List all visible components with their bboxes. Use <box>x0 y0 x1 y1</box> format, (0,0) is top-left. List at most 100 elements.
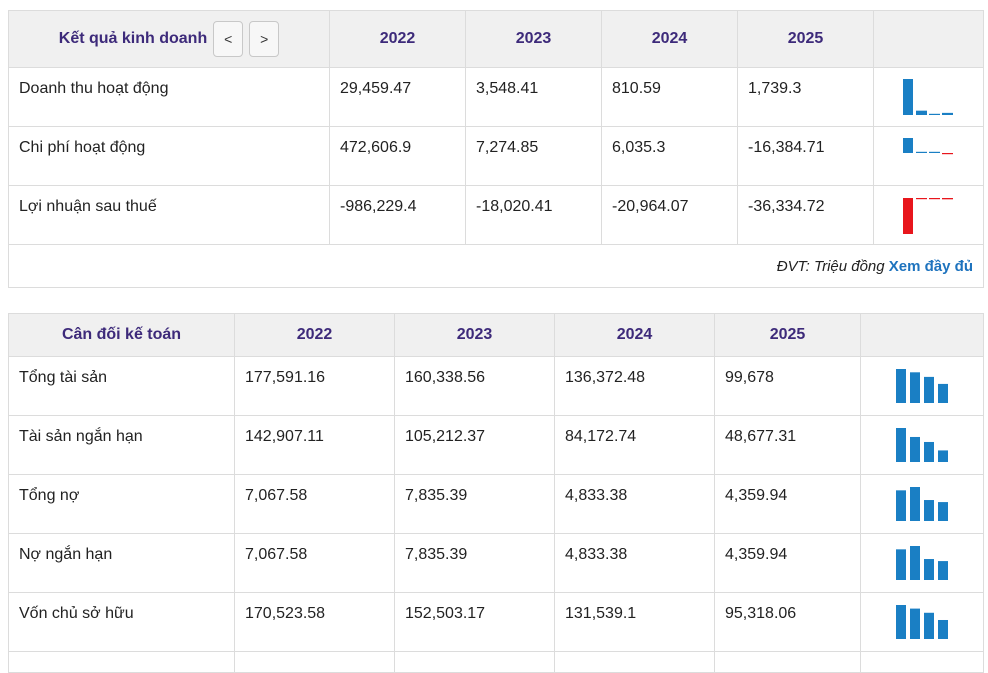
value-cell: 3,548.41 <box>465 67 602 127</box>
value-cell: 160,338.56 <box>394 356 555 416</box>
sparkline-bar <box>928 198 940 200</box>
sparkline-cell <box>860 356 984 416</box>
row-label: Tổng tài sản <box>8 356 235 416</box>
value-cell: 472,606.9 <box>329 126 466 186</box>
sparkline-bar <box>941 198 953 200</box>
sparkline-bar <box>910 372 920 403</box>
sparkline-bar <box>928 113 940 115</box>
value-cell: 6,035.3 <box>601 126 738 186</box>
table-row: Tổng tài sản 177,591.16 160,338.56 136,3… <box>8 356 984 416</box>
sparkline-bar <box>924 612 934 639</box>
value-cell: -18,020.41 <box>465 185 602 245</box>
sparkline-bar <box>910 436 920 462</box>
sparkline-bar <box>928 151 940 153</box>
sparkline-cell <box>860 415 984 475</box>
sparkline-bar <box>941 112 953 115</box>
value-cell: -36,334.72 <box>737 185 874 245</box>
sparkline-header <box>873 10 984 68</box>
sparkline-bar <box>910 546 920 580</box>
sparkline-cell <box>873 126 984 186</box>
sparkline-chart <box>896 605 948 639</box>
sparkline-bar <box>902 138 913 153</box>
sparkline-bar <box>938 450 948 462</box>
sparkline-bar <box>896 490 906 521</box>
value-cell: 136,372.48 <box>554 356 715 416</box>
income-footer-row: ĐVT: Triệu đồng Xem đầy đủ <box>8 244 984 288</box>
value-cell: 7,835.39 <box>394 533 555 593</box>
income-statement-table: Kết quả kinh doanh < > 2022 2023 2024 20… <box>8 10 984 288</box>
value-cell: 95,318.06 <box>714 592 861 652</box>
sparkline-bar <box>910 608 920 639</box>
value-cell: 131,539.1 <box>554 592 715 652</box>
prev-period-button[interactable]: < <box>213 21 244 57</box>
balance-sheet-table: Cân đối kế toán 2022 2023 2024 2025 Tổng… <box>8 313 984 673</box>
value-cell: 4,359.94 <box>714 533 861 593</box>
sparkline-bar <box>938 383 948 403</box>
income-title-cell: Kết quả kinh doanh < > <box>8 10 330 68</box>
row-label: Tài sản ngắn hạn <box>8 415 235 475</box>
sparkline-bar <box>938 619 948 639</box>
sparkline-cell <box>860 474 984 534</box>
row-label: Tổng nợ <box>8 474 235 534</box>
value-cell: 48,677.31 <box>714 415 861 475</box>
next-period-button[interactable]: > <box>249 21 280 57</box>
sparkline-bar <box>896 428 906 462</box>
value-cell: 7,067.58 <box>234 474 395 534</box>
row-label: Chi phí hoạt động <box>8 126 330 186</box>
unit-note: ĐVT: Triệu đồng <box>776 257 885 275</box>
income-header-row: Kết quả kinh doanh < > 2022 2023 2024 20… <box>8 10 984 68</box>
sparkline-bar <box>902 198 913 234</box>
sparkline-chart <box>896 487 948 521</box>
year-header: 2022 <box>329 10 466 68</box>
value-cell: 810.59 <box>601 67 738 127</box>
sparkline-chart <box>902 198 953 234</box>
value-cell: 152,503.17 <box>394 592 555 652</box>
table-row-partial <box>8 651 984 673</box>
value-cell: 4,833.38 <box>554 533 715 593</box>
sparkline-bar <box>938 561 948 580</box>
value-cell: 29,459.47 <box>329 67 466 127</box>
sparkline-bar <box>924 500 934 521</box>
balance-header-row: Cân đối kế toán 2022 2023 2024 2025 <box>8 313 984 357</box>
sparkline-bar <box>896 369 906 403</box>
value-cell: 1,739.3 <box>737 67 874 127</box>
sparkline-bar <box>910 487 920 521</box>
sparkline-bar <box>902 79 913 115</box>
row-label: Doanh thu hoạt động <box>8 67 330 127</box>
view-full-link[interactable]: Xem đầy đủ <box>888 257 973 275</box>
sparkline-bar <box>938 502 948 521</box>
sparkline-cell <box>860 533 984 593</box>
income-footer: ĐVT: Triệu đồng Xem đầy đủ <box>8 244 984 288</box>
table-row: Chi phí hoạt động 472,606.9 7,274.85 6,0… <box>8 126 984 186</box>
sparkline-bar <box>915 198 927 200</box>
row-label: Nợ ngắn hạn <box>8 533 235 593</box>
year-header: 2024 <box>601 10 738 68</box>
sparkline-chart <box>896 369 948 403</box>
value-cell: 177,591.16 <box>234 356 395 416</box>
value-cell: 142,907.11 <box>234 415 395 475</box>
year-header: 2024 <box>554 313 715 357</box>
table-row: Tài sản ngắn hạn 142,907.11 105,212.37 8… <box>8 415 984 475</box>
balance-title: Cân đối kế toán <box>8 313 235 357</box>
value-cell: 4,359.94 <box>714 474 861 534</box>
sparkline-bar <box>915 151 927 153</box>
sparkline-bar <box>896 549 906 580</box>
table-row: Nợ ngắn hạn 7,067.58 7,835.39 4,833.38 4… <box>8 533 984 593</box>
value-cell: 170,523.58 <box>234 592 395 652</box>
sparkline-cell <box>860 592 984 652</box>
table-row: Vốn chủ sở hữu 170,523.58 152,503.17 131… <box>8 592 984 652</box>
value-cell: -986,229.4 <box>329 185 466 245</box>
sparkline-bar <box>896 605 906 639</box>
value-cell: 4,833.38 <box>554 474 715 534</box>
table-row: Doanh thu hoạt động 29,459.47 3,548.41 8… <box>8 67 984 127</box>
sparkline-chart <box>902 79 953 115</box>
value-cell: 105,212.37 <box>394 415 555 475</box>
sparkline-cell <box>873 185 984 245</box>
row-label: Lợi nhuận sau thuế <box>8 185 330 245</box>
table-row: Lợi nhuận sau thuế -986,229.4 -18,020.41… <box>8 185 984 245</box>
year-header: 2022 <box>234 313 395 357</box>
value-cell: 84,172.74 <box>554 415 715 475</box>
sparkline-bar <box>941 153 953 155</box>
sparkline-bar <box>924 376 934 403</box>
year-header: 2025 <box>737 10 874 68</box>
